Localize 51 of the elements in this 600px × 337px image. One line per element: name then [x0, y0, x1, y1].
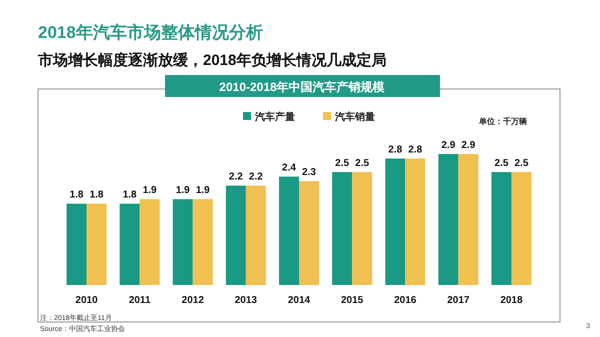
chart-subtitle: 市场增长幅度逐渐放缓，2018年负增长情况几成定局 — [37, 51, 386, 69]
bar — [405, 158, 426, 285]
data-label: 1.9 — [142, 185, 158, 196]
bar — [226, 186, 246, 285]
chart-title: 2018年汽车市场整体情况分析 — [38, 23, 263, 42]
x-tick-label: 2011 — [128, 295, 151, 306]
data-label: 2.9 — [461, 140, 476, 151]
bar — [192, 199, 213, 285]
x-tick-label: 2010 — [75, 295, 98, 306]
bar — [66, 204, 87, 285]
x-tick-label: 2012 — [182, 295, 204, 306]
data-label: 2.2 — [228, 172, 244, 183]
legend-label: 汽车销量 — [334, 111, 375, 123]
data-label: 2.5 — [494, 158, 509, 170]
data-label: 2.5 — [355, 158, 370, 170]
data-label: 1.9 — [196, 185, 210, 196]
data-label: 2.5 — [335, 158, 350, 170]
bar — [491, 172, 512, 285]
data-label: 2.8 — [388, 144, 403, 156]
bar — [86, 204, 107, 285]
data-label: 1.8 — [90, 190, 104, 201]
data-label: 2.3 — [302, 167, 316, 178]
data-label: 1.8 — [122, 190, 138, 201]
data-label: 2.2 — [248, 172, 264, 183]
data-label: 1.9 — [176, 185, 190, 196]
x-tick-label: 2013 — [234, 295, 258, 306]
text: 2010-2018年中国汽车产销规模 — [219, 80, 385, 94]
text: 单位：千万辆 — [478, 117, 527, 126]
x-tick-label: 2015 — [340, 295, 364, 306]
data-label: 2.4 — [282, 162, 296, 174]
x-tick-label: 2014 — [288, 295, 311, 306]
bar — [172, 199, 193, 285]
x-tick-label: 2018 — [500, 295, 524, 306]
data-label: 2.9 — [441, 140, 456, 151]
x-tick-label: 2016 — [394, 295, 417, 306]
bar — [140, 199, 160, 285]
bar — [385, 158, 406, 285]
bar — [352, 172, 372, 285]
bar — [332, 172, 352, 285]
bar — [120, 204, 140, 285]
data-label: 2.8 — [408, 144, 423, 156]
bar — [511, 172, 532, 285]
data-label: 1.8 — [70, 190, 84, 201]
bar — [438, 154, 458, 285]
bar — [279, 176, 299, 285]
bar — [246, 186, 266, 285]
legend-label: 汽车产量 — [254, 111, 295, 123]
bar — [458, 154, 478, 285]
x-tick-label: 2017 — [447, 295, 470, 306]
bar — [299, 181, 319, 285]
data-label: 2.5 — [514, 158, 529, 170]
